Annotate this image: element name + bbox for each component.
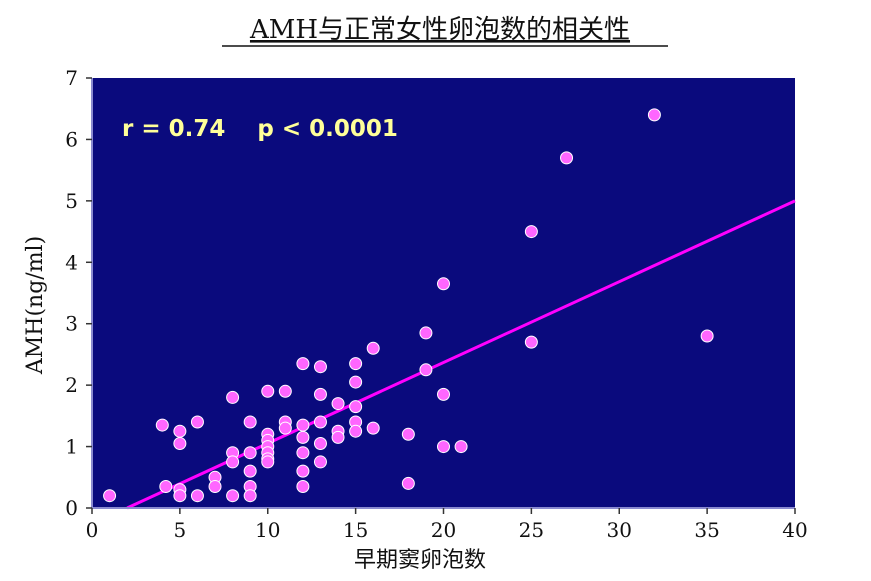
chart-title: AMH与正常女性卵泡数的相关性 [249, 15, 630, 45]
x-tick-label: 5 [174, 518, 187, 542]
data-point [349, 400, 363, 414]
y-tick-label: 3 [65, 312, 78, 336]
data-point [349, 375, 363, 389]
data-point [159, 480, 173, 493]
data-point [331, 397, 345, 411]
x-tick-label: 10 [255, 518, 280, 542]
data-point [226, 390, 240, 404]
data-point [190, 489, 204, 503]
y-tick-label: 7 [65, 66, 78, 90]
data-point [454, 440, 468, 454]
data-point [437, 277, 450, 291]
data-point [366, 341, 380, 355]
data-point [208, 480, 222, 493]
correlation-annotation: r = 0.74 p < 0.0001 [122, 116, 398, 142]
data-point [401, 427, 415, 441]
data-point [243, 464, 257, 478]
data-point [296, 464, 310, 478]
x-tick-label: 25 [519, 518, 544, 542]
data-point [226, 455, 240, 469]
data-point [243, 415, 257, 429]
data-point [313, 387, 327, 401]
data-point [261, 384, 275, 398]
data-point [313, 360, 327, 374]
data-point [296, 357, 310, 371]
x-tick-label: 40 [782, 518, 807, 542]
data-point [278, 384, 292, 398]
data-point [401, 476, 415, 490]
data-point [296, 446, 310, 460]
x-tick-label: 15 [343, 518, 368, 542]
data-point [437, 387, 450, 401]
data-point [313, 437, 327, 450]
data-point [278, 421, 292, 435]
data-point [419, 363, 433, 377]
x-tick-label: 35 [694, 518, 719, 542]
data-point [173, 489, 187, 503]
data-point [243, 489, 257, 503]
data-point [173, 424, 187, 438]
data-point [349, 357, 363, 371]
data-point [103, 489, 117, 503]
data-point [313, 455, 327, 469]
x-axis-label: 早期窦卵泡数 [354, 548, 486, 573]
data-point [349, 424, 363, 438]
data-point [700, 329, 714, 343]
trend-line [126, 199, 796, 510]
data-point [419, 326, 433, 340]
data-point [190, 415, 204, 429]
data-point [647, 108, 661, 122]
y-tick-label: 1 [65, 435, 78, 459]
data-point [226, 489, 240, 503]
data-point [524, 225, 538, 239]
y-tick-label: 6 [65, 127, 78, 151]
y-tick-label: 5 [65, 189, 78, 213]
plot-area [92, 78, 795, 508]
x-tick-label: 30 [607, 518, 632, 542]
data-point [524, 335, 538, 349]
data-point [296, 418, 310, 432]
data-point [155, 418, 169, 432]
y-tick-label: 2 [65, 373, 78, 397]
data-point [296, 480, 310, 493]
data-point [243, 446, 257, 460]
data-point [313, 415, 327, 429]
data-point [173, 437, 187, 450]
x-tick-label: 20 [431, 518, 456, 542]
x-tick-label: 0 [86, 518, 99, 542]
data-point [331, 430, 345, 444]
y-tick-label: 0 [65, 496, 78, 520]
y-tick-label: 4 [65, 250, 78, 274]
data-point [366, 421, 380, 435]
data-point [437, 440, 450, 454]
y-axis-label: AMH(ng/ml) [23, 236, 48, 375]
data-point [261, 455, 275, 469]
data-point [560, 151, 574, 165]
data-point [296, 430, 310, 444]
